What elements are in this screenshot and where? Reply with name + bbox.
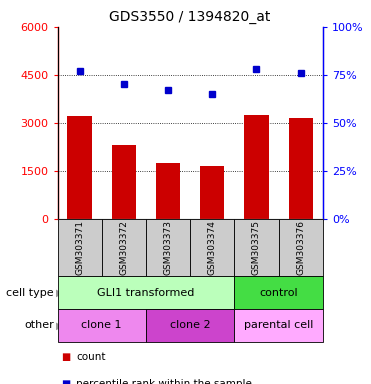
Text: ■: ■: [61, 379, 70, 384]
Text: GSM303372: GSM303372: [119, 220, 128, 275]
Text: clone 1: clone 1: [82, 320, 122, 331]
Text: ■: ■: [61, 352, 70, 362]
Title: GDS3550 / 1394820_at: GDS3550 / 1394820_at: [109, 10, 271, 25]
Text: ▶: ▶: [56, 320, 63, 331]
Text: parental cell: parental cell: [244, 320, 313, 331]
Text: clone 2: clone 2: [170, 320, 210, 331]
Text: count: count: [76, 352, 106, 362]
Text: GLI1 transformed: GLI1 transformed: [97, 288, 195, 298]
Bar: [156, 163, 180, 219]
Bar: [289, 118, 313, 219]
Text: GSM303373: GSM303373: [164, 220, 173, 275]
Text: GSM303374: GSM303374: [208, 220, 217, 275]
Text: control: control: [259, 288, 298, 298]
Text: other: other: [24, 320, 54, 331]
Text: ▶: ▶: [56, 288, 63, 298]
Bar: [244, 115, 269, 219]
Bar: [200, 166, 224, 219]
Text: percentile rank within the sample: percentile rank within the sample: [76, 379, 252, 384]
Text: GSM303376: GSM303376: [296, 220, 305, 275]
Text: GSM303375: GSM303375: [252, 220, 261, 275]
Bar: [112, 145, 136, 219]
Text: GSM303371: GSM303371: [75, 220, 84, 275]
Bar: [68, 116, 92, 219]
Text: cell type: cell type: [6, 288, 54, 298]
